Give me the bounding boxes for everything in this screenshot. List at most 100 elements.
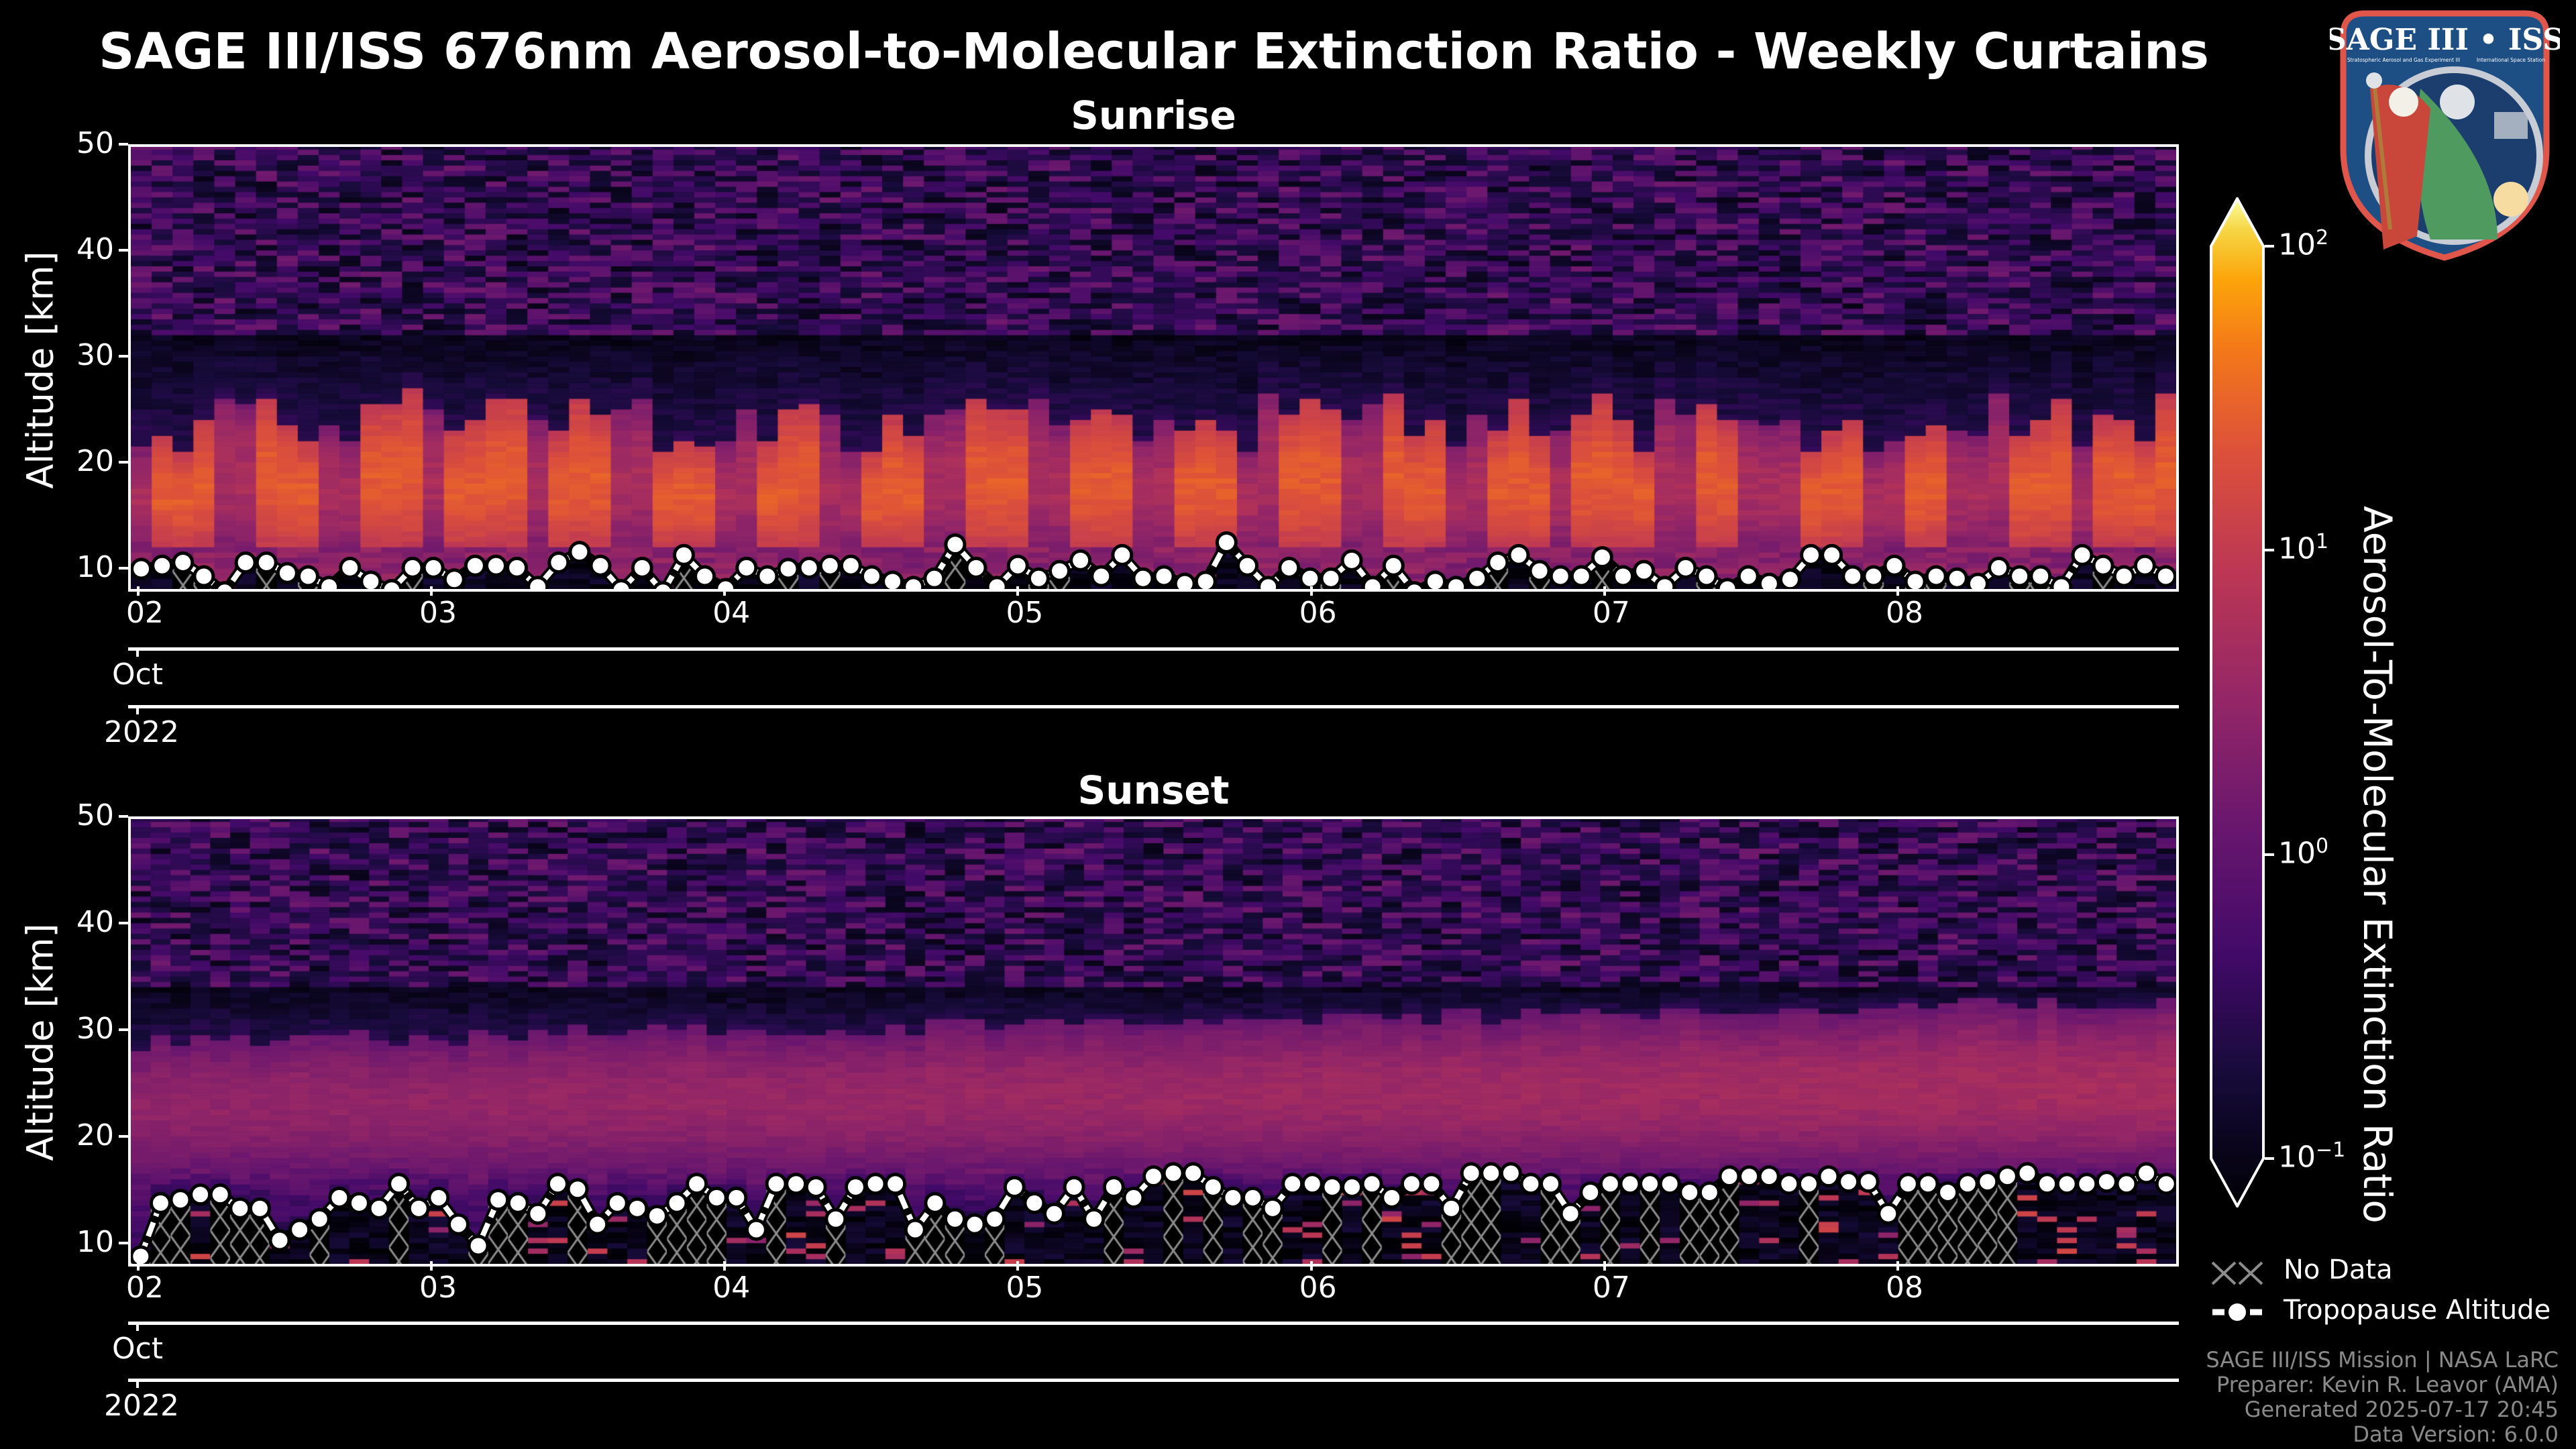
tropopause-point (255, 551, 278, 574)
tropopause-point (1917, 1173, 1939, 1195)
tropopause-point (672, 543, 695, 566)
tropopause-point (1698, 1181, 1721, 1203)
tropopause-point (547, 551, 570, 574)
tropopause-point (1778, 568, 1801, 589)
tropopause-point (2095, 1171, 2118, 1193)
x-tick-mark (723, 586, 727, 596)
sunrise-month-tick (136, 647, 139, 657)
sunset-year-tick (136, 1379, 139, 1388)
tropopause-point (189, 1183, 212, 1206)
y-tick-label: 40 (76, 904, 114, 939)
sunrise-month-axis-line (128, 647, 2179, 651)
tropopause-point (1102, 1176, 1125, 1199)
tropopause-point (1956, 1173, 1979, 1195)
tropopause-point (665, 1191, 688, 1214)
tropopause-point (785, 1173, 808, 1195)
tropopause-point (447, 1213, 470, 1236)
tropopause-point (1976, 1171, 1999, 1193)
tropopause-point (864, 1173, 887, 1195)
x-tick-label: 04 (712, 1271, 751, 1305)
tropopause-point (248, 1197, 271, 1220)
tropopause-point (1966, 572, 1989, 589)
tropopause-point (1424, 570, 1447, 589)
tropopause-point (1821, 543, 1843, 566)
sunset-month-tick (136, 1322, 139, 1331)
tropopause-point (1507, 543, 1530, 566)
tropopause-point (388, 1173, 411, 1195)
tropopause-point (652, 581, 674, 589)
tropopause-point (1654, 576, 1676, 589)
tropopause-point (1988, 556, 2010, 579)
sage-iss-mission-logo: SAGE III • ISS Stratospheric Aerosol and… (2325, 8, 2564, 263)
tropopause-point (268, 1229, 291, 1252)
tropopause-point (860, 565, 883, 588)
tropopause-point (527, 576, 549, 589)
tropopause-point (1695, 565, 1718, 588)
tropopause-point (725, 1186, 748, 1209)
tropopause-point (1445, 576, 1468, 589)
colorbar-gradient (2210, 195, 2265, 1210)
tropopause-point (983, 1208, 1006, 1230)
tropopause-point (2154, 565, 2176, 588)
tropopause-point (380, 579, 403, 589)
tropopause-point (1215, 531, 1238, 553)
tropopause-point (2029, 565, 2052, 588)
tropopause-point (566, 1178, 589, 1201)
tropopause-point (1718, 1165, 1741, 1188)
tropopause-point (1281, 1173, 1304, 1195)
tropopause-point (610, 579, 633, 589)
tropopause-point (288, 1218, 311, 1241)
tropopause-point (209, 1183, 231, 1206)
tropopause-point (1599, 1173, 1621, 1195)
tropopause-point (407, 1197, 430, 1220)
tropopause-point (1738, 1165, 1761, 1188)
tropopause-marker-icon (2210, 1300, 2265, 1324)
tropopause-point (818, 554, 841, 577)
tropopause-point (1633, 559, 1656, 582)
footer-preparer: Preparer: Kevin R. Leavor (AMA) (2216, 1372, 2559, 1397)
sunrise-month-label: Oct (111, 657, 164, 692)
x-tick-label: 07 (1592, 596, 1630, 630)
y-tick-mark (119, 249, 128, 252)
tropopause-point (1236, 554, 1259, 577)
tropopause-point (1579, 1181, 1602, 1203)
y-tick-label: 50 (76, 126, 114, 160)
footer-mission: SAGE III/ISS Mission | NASA LaRC (2206, 1347, 2559, 1373)
x-tick-label: 06 (1299, 596, 1337, 630)
tropopause-point (2071, 543, 2094, 566)
x-tick-mark (136, 1261, 140, 1271)
tropopause-point (2155, 1173, 2176, 1195)
tropopause-point (2055, 1173, 2078, 1195)
tropopause-point (1173, 572, 1196, 589)
y-tick-label: 30 (76, 1011, 114, 1046)
tropopause-point (1069, 549, 1092, 572)
tropopause-point (1758, 572, 1780, 589)
tropopause-point (631, 556, 653, 579)
x-tick-mark (1309, 1261, 1313, 1271)
colorbar-tick-mark (2265, 1157, 2274, 1160)
tropopause-point (1360, 1173, 1383, 1195)
tropopause-point (1111, 543, 1134, 566)
x-tick-mark (1896, 586, 1900, 596)
tropopause-point (546, 1173, 569, 1195)
x-tick-label: 05 (1006, 1271, 1044, 1305)
tropopause-point (1877, 1202, 1900, 1225)
tropopause-point (1591, 546, 1613, 569)
colorbar-tick-label: 101 (2278, 530, 2329, 566)
tropopause-point (1201, 1176, 1224, 1199)
tropopause-point (276, 561, 299, 584)
tropopause-point (686, 1173, 708, 1195)
x-tick-label: 06 (1299, 1271, 1337, 1305)
tropopause-point (506, 556, 529, 579)
tropopause-point (1152, 565, 1175, 588)
footer-generated: Generated 2025-07-17 20:45 (2244, 1397, 2559, 1422)
tropopause-point (902, 576, 925, 589)
tropopause-point (308, 1208, 331, 1230)
tropopause-point (965, 556, 987, 579)
tropopause-point (1862, 565, 1885, 588)
tropopause-point (172, 551, 195, 574)
x-tick-mark (1896, 1261, 1900, 1271)
y-tick-mark (119, 1028, 128, 1031)
tropopause-point (2135, 1162, 2158, 1185)
x-tick-label: 07 (1592, 1271, 1630, 1305)
